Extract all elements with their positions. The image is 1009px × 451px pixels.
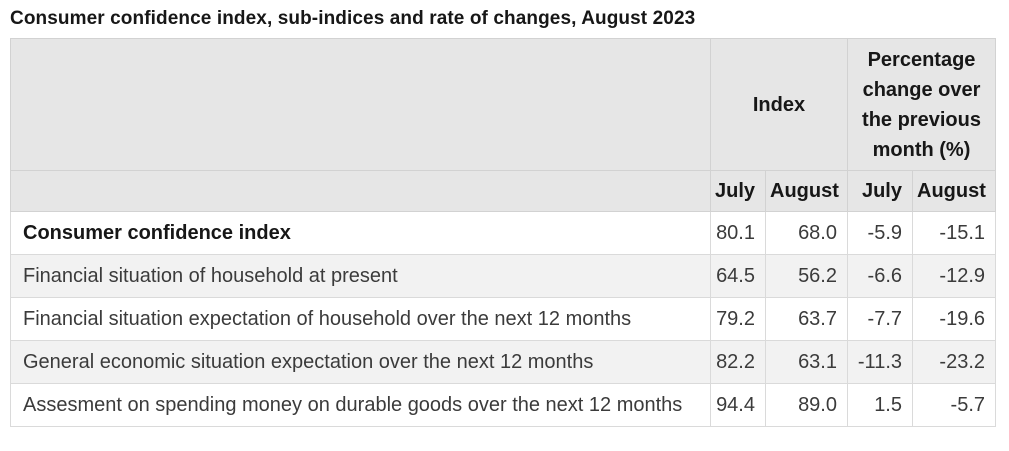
cell-index-july: 94.4 xyxy=(710,383,766,427)
table-title: Consumer confidence index, sub-indices a… xyxy=(10,8,696,29)
cell-pct-august: -15.1 xyxy=(912,211,996,255)
row-label: Consumer confidence index xyxy=(10,211,711,255)
cell-index-august: 63.1 xyxy=(765,340,848,384)
row-label: Financial situation of household at pres… xyxy=(10,254,711,298)
cell-index-july: 82.2 xyxy=(710,340,766,384)
cell-pct-july: -5.9 xyxy=(847,211,913,255)
month-header-row: July August July August xyxy=(10,170,996,212)
table-row-financial-situation-expectation: Financial situation expectation of house… xyxy=(10,297,996,341)
cell-index-july: 64.5 xyxy=(710,254,766,298)
table-row-spending-durable-goods: Assesment on spending money on durable g… xyxy=(10,383,996,427)
subheader-index-august: August xyxy=(765,170,848,212)
column-group-index: Index xyxy=(710,38,848,171)
row-label: Financial situation expectation of house… xyxy=(10,297,711,341)
column-group-percentage-change: Percentage change over the previous mont… xyxy=(847,38,996,171)
cell-pct-august: -5.7 xyxy=(912,383,996,427)
row-label-subheader-spacer xyxy=(10,170,711,212)
cell-pct-august: -23.2 xyxy=(912,340,996,384)
table-row-consumer-confidence-index: Consumer confidence index 80.1 68.0 -5.9… xyxy=(10,211,996,255)
cell-pct-july: -7.7 xyxy=(847,297,913,341)
group-header-row: Index Percentage change over the previou… xyxy=(10,38,996,171)
cell-pct-august: -19.6 xyxy=(912,297,996,341)
cell-pct-july: 1.5 xyxy=(847,383,913,427)
row-label: Assesment on spending money on durable g… xyxy=(10,383,711,427)
table-row-general-economic-expectation: General economic situation expectation o… xyxy=(10,340,996,384)
subheader-pct-july: July xyxy=(847,170,913,212)
cell-index-august: 63.7 xyxy=(765,297,848,341)
cell-index-july: 79.2 xyxy=(710,297,766,341)
subheader-index-july: July xyxy=(710,170,766,212)
table-row-financial-situation-present: Financial situation of household at pres… xyxy=(10,254,996,298)
cell-index-august: 56.2 xyxy=(765,254,848,298)
cell-pct-july: -6.6 xyxy=(847,254,913,298)
cell-index-august: 68.0 xyxy=(765,211,848,255)
subheader-pct-august: August xyxy=(912,170,996,212)
cell-index-july: 80.1 xyxy=(710,211,766,255)
table-body: Consumer confidence index 80.1 68.0 -5.9… xyxy=(10,211,996,427)
row-label: General economic situation expectation o… xyxy=(10,340,711,384)
cell-pct-july: -11.3 xyxy=(847,340,913,384)
cell-pct-august: -12.9 xyxy=(912,254,996,298)
table-header: Index Percentage change over the previou… xyxy=(10,38,996,212)
row-label-header-spacer xyxy=(10,38,711,171)
cell-index-august: 89.0 xyxy=(765,383,848,427)
consumer-confidence-table: Index Percentage change over the previou… xyxy=(10,38,996,427)
